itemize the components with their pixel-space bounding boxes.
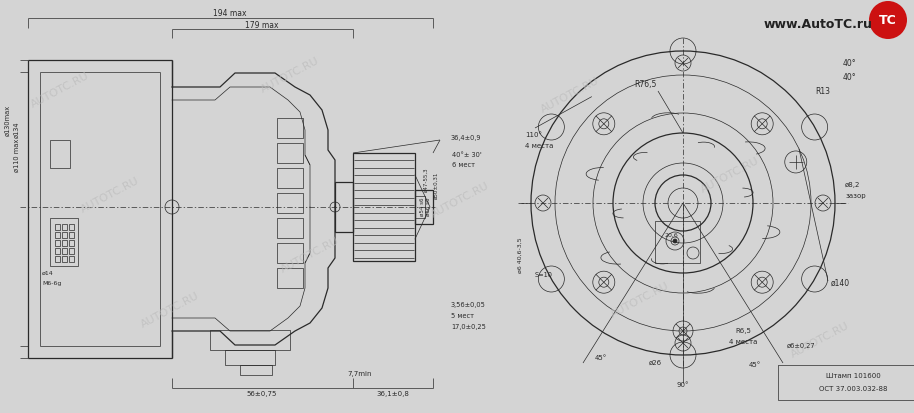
Text: ø110 max: ø110 max bbox=[14, 138, 20, 172]
Bar bbox=[277, 218, 303, 238]
Text: ø140: ø140 bbox=[831, 278, 850, 287]
Text: 194 max: 194 max bbox=[213, 9, 247, 19]
Bar bbox=[415, 190, 433, 224]
Text: S=10: S=10 bbox=[535, 272, 553, 278]
Bar bbox=[240, 365, 272, 375]
Text: AUTOTC.RU: AUTOTC.RU bbox=[279, 235, 341, 275]
Text: зазор: зазор bbox=[845, 193, 866, 199]
Bar bbox=[69, 248, 74, 254]
Text: ø54 s6: ø54 s6 bbox=[420, 198, 424, 216]
Text: AUTOTC.RU: AUTOTC.RU bbox=[609, 280, 671, 320]
Bar bbox=[69, 224, 74, 230]
Text: ø26: ø26 bbox=[648, 360, 662, 366]
Text: ø8,2: ø8,2 bbox=[845, 182, 860, 188]
Bar bbox=[50, 140, 70, 168]
Bar bbox=[69, 232, 74, 238]
Bar bbox=[277, 243, 303, 263]
Bar bbox=[50, 218, 78, 266]
Bar bbox=[655, 221, 700, 263]
Text: AUTOTC.RU: AUTOTC.RU bbox=[80, 176, 141, 215]
Bar bbox=[55, 248, 60, 254]
Text: ø6 40,6-3,5: ø6 40,6-3,5 bbox=[517, 237, 523, 273]
Text: 4 места: 4 места bbox=[525, 143, 553, 149]
Bar bbox=[225, 350, 275, 365]
Bar bbox=[69, 240, 74, 246]
Text: 36,4±0,9: 36,4±0,9 bbox=[451, 135, 482, 141]
Text: TC: TC bbox=[879, 14, 897, 26]
Text: 7,7min: 7,7min bbox=[347, 371, 372, 377]
Text: ø134: ø134 bbox=[14, 122, 20, 138]
Text: 90°: 90° bbox=[676, 382, 689, 388]
Text: 17,0±0,25: 17,0±0,25 bbox=[451, 324, 486, 330]
Bar bbox=[55, 232, 60, 238]
Text: ø50±0,31: ø50±0,31 bbox=[433, 171, 439, 199]
Text: ø56 s6: ø56 s6 bbox=[426, 198, 430, 216]
Text: AUTOTC.RU: AUTOTC.RU bbox=[699, 155, 760, 195]
Text: AUTOTC.RU: AUTOTC.RU bbox=[29, 70, 90, 109]
Text: 40°: 40° bbox=[843, 74, 856, 83]
Text: Штамп 101600: Штамп 101600 bbox=[825, 373, 880, 379]
Text: 3,56±0,05: 3,56±0,05 bbox=[451, 302, 486, 308]
Bar bbox=[277, 268, 303, 288]
Text: 179 max: 179 max bbox=[245, 21, 279, 29]
Bar bbox=[353, 153, 415, 261]
Bar bbox=[62, 232, 67, 238]
Text: www.AutoTC.ru: www.AutoTC.ru bbox=[763, 17, 873, 31]
Bar bbox=[55, 240, 60, 246]
Bar bbox=[277, 143, 303, 163]
Text: ø47-55,3: ø47-55,3 bbox=[423, 168, 429, 192]
Text: 56±0,75: 56±0,75 bbox=[247, 391, 277, 397]
Bar bbox=[55, 224, 60, 230]
Bar bbox=[62, 224, 67, 230]
Bar bbox=[62, 240, 67, 246]
Text: R76,5: R76,5 bbox=[633, 81, 656, 90]
Text: AUTOTC.RU: AUTOTC.RU bbox=[429, 180, 491, 220]
Text: AUTOTC.RU: AUTOTC.RU bbox=[789, 320, 851, 360]
Bar bbox=[277, 168, 303, 188]
Bar bbox=[335, 182, 353, 232]
Bar bbox=[415, 196, 425, 218]
Text: 4 места: 4 места bbox=[728, 339, 757, 345]
Text: ОСТ 37.003.032-88: ОСТ 37.003.032-88 bbox=[819, 386, 887, 392]
Text: 6 мест: 6 мест bbox=[452, 162, 475, 168]
Bar bbox=[778, 365, 914, 400]
Text: 36,1±0,8: 36,1±0,8 bbox=[377, 391, 409, 397]
Text: 45°: 45° bbox=[749, 362, 761, 368]
Text: 40°: 40° bbox=[843, 59, 856, 67]
Text: AUTOTC.RU: AUTOTC.RU bbox=[260, 55, 321, 95]
Text: AUTOTC.RU: AUTOTC.RU bbox=[539, 76, 600, 114]
Text: AUTOTC.RU: AUTOTC.RU bbox=[139, 290, 201, 330]
Bar bbox=[62, 248, 67, 254]
Circle shape bbox=[869, 1, 907, 39]
Text: ø130max: ø130max bbox=[5, 104, 11, 135]
Bar bbox=[277, 193, 303, 213]
Text: 45°: 45° bbox=[595, 355, 607, 361]
Text: R6,5: R6,5 bbox=[735, 328, 751, 334]
Bar bbox=[277, 118, 303, 138]
Bar bbox=[55, 256, 60, 262]
Bar bbox=[69, 256, 74, 262]
Bar bbox=[210, 330, 290, 350]
Text: M6-6g: M6-6g bbox=[42, 280, 61, 285]
Circle shape bbox=[673, 239, 677, 243]
Text: 110°: 110° bbox=[525, 132, 542, 138]
Text: 5 мест: 5 мест bbox=[451, 313, 474, 319]
Bar bbox=[62, 256, 67, 262]
Text: R13: R13 bbox=[815, 86, 830, 95]
Text: ø6±0,27: ø6±0,27 bbox=[787, 343, 815, 349]
Text: 20,6: 20,6 bbox=[664, 233, 678, 237]
Text: ø14: ø14 bbox=[42, 271, 54, 275]
Text: 40°± 30': 40°± 30' bbox=[452, 152, 482, 158]
